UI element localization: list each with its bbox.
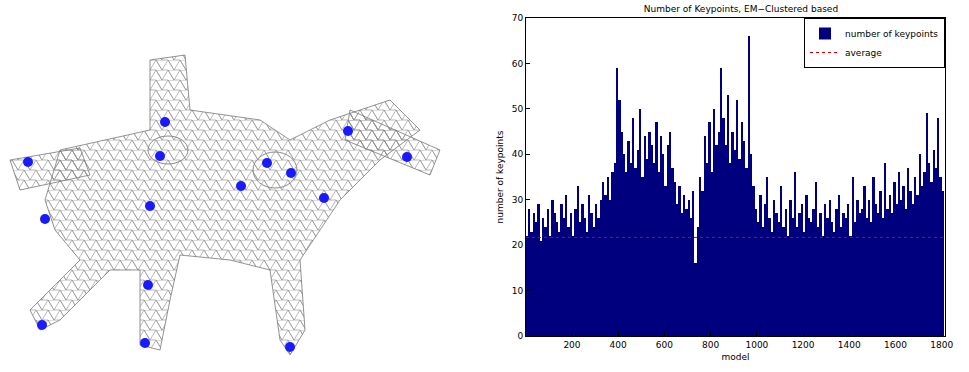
svg-text:600: 600	[656, 340, 673, 350]
svg-text:40: 40	[512, 149, 524, 159]
svg-text:average: average	[845, 48, 882, 58]
svg-text:1600: 1600	[884, 340, 907, 350]
svg-text:50: 50	[512, 104, 524, 114]
svg-text:0: 0	[517, 331, 523, 341]
svg-text:30: 30	[512, 195, 524, 205]
svg-text:model: model	[721, 352, 749, 362]
svg-text:1000: 1000	[745, 340, 768, 350]
svg-text:20: 20	[512, 240, 524, 250]
svg-text:800: 800	[702, 340, 719, 350]
svg-text:400: 400	[610, 340, 627, 350]
svg-text:number of keypoints: number of keypoints	[845, 29, 938, 39]
svg-text:1400: 1400	[838, 340, 861, 350]
svg-text:200: 200	[563, 340, 580, 350]
svg-text:number of keypoints: number of keypoints	[495, 130, 505, 223]
svg-text:1200: 1200	[792, 340, 815, 350]
svg-text:1800: 1800	[930, 340, 953, 350]
svg-text:60: 60	[512, 59, 524, 69]
svg-text:10: 10	[512, 286, 524, 296]
svg-text:70: 70	[512, 13, 524, 23]
svg-text:Number of Keypoints, EM−Cluste: Number of Keypoints, EM−Clustered based	[644, 4, 838, 14]
